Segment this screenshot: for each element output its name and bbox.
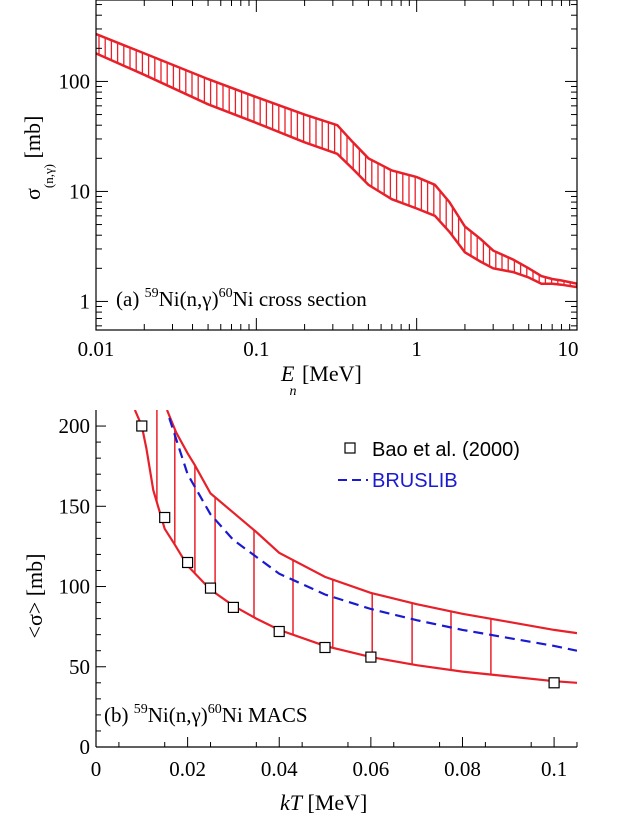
chart-b-y-tick-label: 200 (59, 414, 91, 438)
chart-b-panel-label: (b) 59Ni(n,γ)60Ni MACS (104, 702, 308, 727)
chart-b-x-tick-label: 0.1 (541, 757, 567, 781)
bao-data-point (159, 511, 171, 524)
legend-marker-bao (344, 442, 356, 454)
chart-a-tick-labels: 0.01 0.1 1 10 1 10 100 (59, 69, 579, 361)
chart-a-x-tick-label: 0.01 (78, 337, 115, 361)
chart-b-x-tick-label: 0.02 (169, 757, 206, 781)
chart-b-hatch (156, 410, 492, 675)
legend-label-bruslib: BRUSLIB (372, 470, 458, 492)
chart-a-upper-curve (96, 32, 577, 285)
chart-b-x-tick-label: 0.04 (261, 757, 298, 781)
chart-b-x-tick-label: 0 (91, 757, 102, 781)
chart-b-bruslib-line (168, 417, 577, 652)
chart-a-y-axis-title: σ(n,γ) [mb] (20, 116, 56, 200)
chart-b-upper-curve (165, 410, 577, 635)
chart-a-band (96, 32, 577, 289)
chart-b-x-tick-label: 0.08 (444, 757, 481, 781)
chart-a-y-tick-label: 1 (80, 289, 91, 313)
chart-a-y-tick-label: 100 (59, 69, 91, 93)
chart-b-legend: Bao et al. (2000) BRUSLIB (338, 439, 520, 492)
bao-data-point (273, 625, 285, 638)
bao-data-point (548, 677, 560, 689)
chart-a-lower-curve (96, 52, 577, 289)
chart-a: 0.01 0.1 1 10 1 10 100 (a) 59Ni(n,γ)60Ni cross… (20, 0, 579, 399)
chart-b-ticks (95, 425, 578, 748)
chart-a-x-tick-label: 1 (411, 337, 422, 361)
bao-data-point (136, 420, 148, 432)
legend-label-bao: Bao et al. (2000) (372, 439, 520, 461)
chart-b-y-axis-title: <σ> [mb] (22, 554, 47, 639)
chart-a-x-tick-label: 10 (558, 337, 579, 361)
bao-data-point (204, 582, 217, 594)
chart-b-x-axis-title: kT [MeV] (280, 790, 367, 815)
chart-b-x-tick-label: 0.06 (352, 757, 389, 781)
chart-a-hatch (98, 35, 577, 287)
chart-b: 0 0.02 0.04 0.06 0.08 0.1 0 50 100 150 200 Bao et … (22, 410, 578, 815)
chart-b-band (133, 410, 577, 689)
chart-a-plot-frame (95, 0, 578, 331)
chart-a-x-tick-label: 0.1 (243, 337, 269, 361)
chart-b-y-tick-label: 100 (59, 575, 91, 599)
chart-a-y-tick-label: 10 (69, 179, 90, 203)
chart-b-lower-curve (133, 410, 577, 684)
chart-b-y-tick-label: 0 (80, 735, 91, 759)
bao-data-point (365, 651, 377, 663)
chart-b-y-tick-label: 50 (69, 655, 90, 679)
chart-b-tick-labels: 0 0.02 0.04 0.06 0.08 0.1 0 50 100 150 200 (59, 414, 568, 781)
chart-a-ticks (95, 0, 578, 330)
bao-data-point (182, 556, 194, 569)
bao-data-point (227, 601, 239, 614)
chart-a-panel-label: (a) 59Ni(n,γ)60Ni cross section (116, 286, 367, 311)
chart-b-bao-points (136, 420, 560, 689)
bao-data-point (319, 641, 331, 654)
chart-b-y-tick-label: 150 (59, 494, 91, 518)
